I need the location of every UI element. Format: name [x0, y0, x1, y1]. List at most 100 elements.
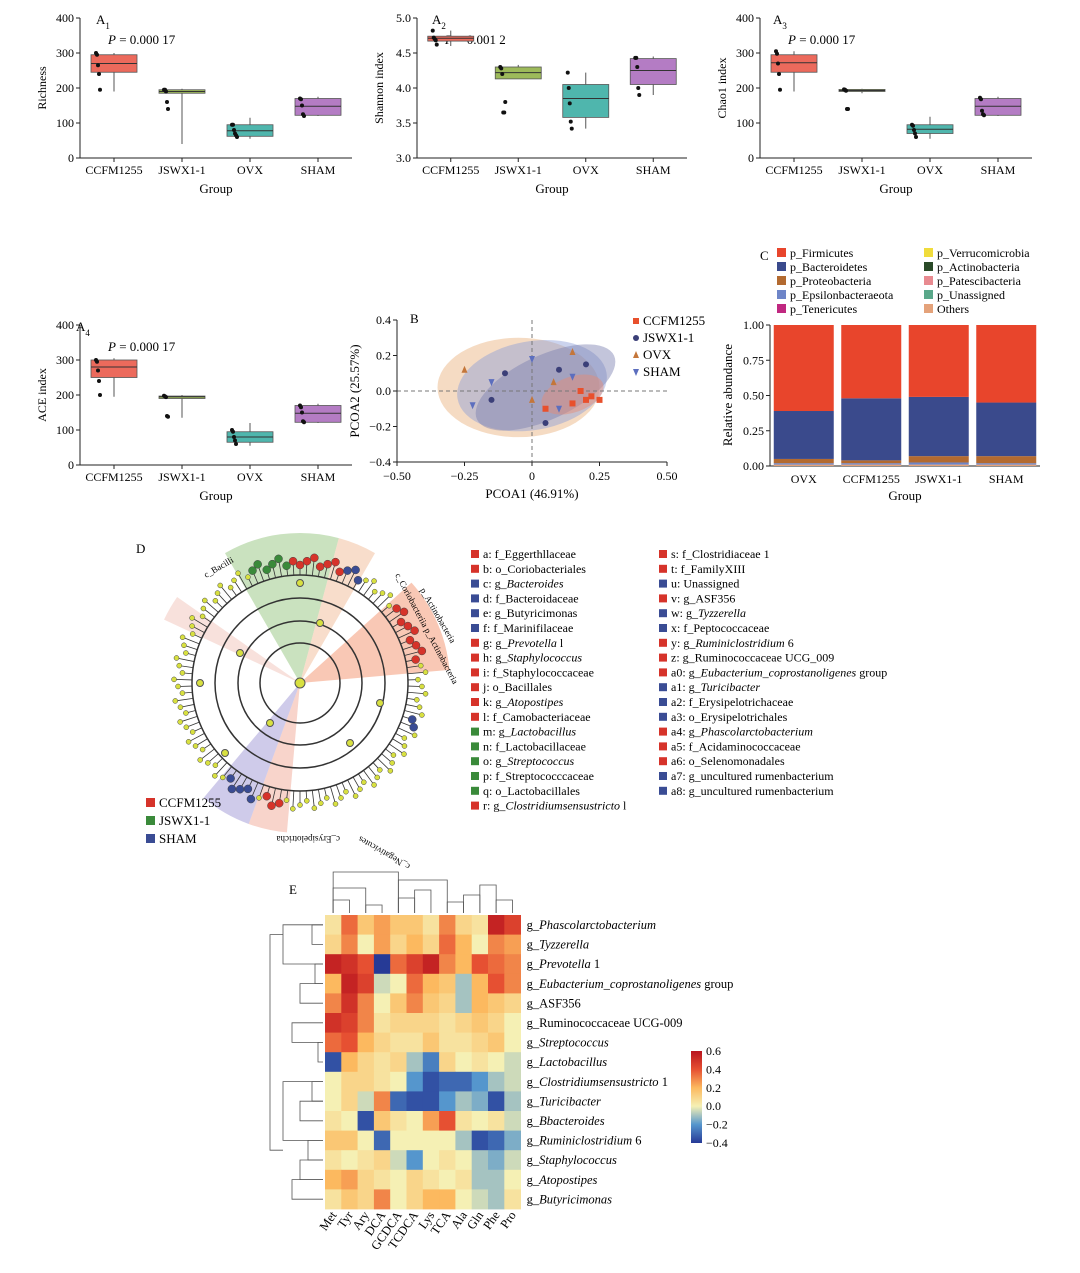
- heatmap-cell: [373, 1071, 391, 1092]
- heatmap-cell: [439, 1013, 456, 1033]
- heatmap-cell: [488, 1032, 505, 1053]
- bar-segment: [773, 411, 834, 459]
- heatmap-cell: [406, 1071, 424, 1092]
- clade-legend-swatch: [659, 712, 667, 721]
- bar-segment: [841, 460, 902, 464]
- heatmap-cell: [422, 1032, 440, 1053]
- marker-triangle: [569, 347, 576, 355]
- heatmap-cell: [504, 934, 521, 955]
- marker-square: [542, 405, 549, 412]
- marker-square: [569, 400, 576, 407]
- bar-segment: [773, 463, 834, 465]
- heatmap-cell: [422, 915, 440, 935]
- row-dendrogram-branch: [299, 983, 323, 1004]
- legend-label: p_Bacteroidetes: [790, 260, 868, 274]
- heatmap-cell: [373, 954, 391, 975]
- tree-leaf-node: [235, 570, 241, 577]
- clade-legend-label: e: g_Butyricimonas: [483, 606, 578, 620]
- tree-leaf-node: [205, 760, 211, 766]
- tree-inner-node: [221, 749, 229, 757]
- heatmap-cell: [357, 1111, 375, 1131]
- legend-label: p_Epsilonbacteraeota: [790, 288, 894, 302]
- heatmap-cell: [357, 1032, 375, 1053]
- legend-swatch: [777, 304, 786, 313]
- clade-legend-label: b: o_Coriobacteriales: [483, 562, 586, 576]
- tree-leaf-node: [363, 577, 369, 584]
- heatmap-cell: [504, 1091, 521, 1112]
- tree-leaf-node: [282, 561, 291, 571]
- heatmap-cell: [455, 1130, 473, 1151]
- data-point: [979, 97, 983, 102]
- clade-legend-label: n: f_Lactobacillaceae: [483, 739, 586, 753]
- heatmap-cell: [341, 1130, 358, 1151]
- heatmap-cell: [422, 1071, 440, 1092]
- tree-leaf-node: [343, 566, 352, 575]
- clade-legend-label: a1: g_Turicibacter: [671, 680, 760, 694]
- tree-leaf-node: [419, 712, 425, 718]
- marker-square: [577, 388, 584, 394]
- x-tick-label: SHAM: [301, 470, 336, 484]
- tree-leaf-node: [214, 590, 221, 596]
- clade-legend-swatch: [659, 579, 667, 588]
- heatmap-cell: [357, 1091, 375, 1112]
- data-point: [233, 438, 237, 443]
- heatmap-cell: [341, 1013, 358, 1033]
- heatmap-cell: [439, 1091, 456, 1112]
- tree-leaf-node: [311, 805, 318, 811]
- heatmap-cell: [439, 973, 456, 994]
- tree-branch: [404, 710, 422, 716]
- panel-b-pcoa: −0.50 −0.25 0 0.25 0.50 −0.4 −0.2 0.0 0.2 0.4 B PCO…: [347, 311, 705, 501]
- x-tick-label: CCFM1255: [422, 163, 479, 177]
- x-tick-label: OVX: [917, 163, 943, 177]
- heatmap-cell: [406, 1111, 424, 1131]
- tree-leaf-node: [262, 791, 272, 801]
- legend-label: SHAM: [643, 364, 681, 379]
- bar-segment: [976, 463, 1037, 465]
- tree-leaf-node: [179, 634, 186, 641]
- heatmap-cell: [341, 1052, 358, 1073]
- heatmap-cell: [325, 1189, 342, 1210]
- data-point: [914, 135, 918, 139]
- heatmap-cell: [373, 973, 391, 994]
- tree-leaf-node: [177, 719, 183, 725]
- heatmap-row-label: g_Tyzzerella: [527, 938, 590, 952]
- clade-legend-label: g: g_Prevotella l: [483, 636, 564, 650]
- heatmap-cell: [373, 1189, 391, 1210]
- heatmap-cell: [341, 1189, 358, 1210]
- y-tick-label: 5.0: [396, 11, 411, 25]
- row-dendrogram-branch: [269, 934, 283, 1151]
- data-point: [95, 52, 99, 57]
- clade-legend-swatch: [659, 653, 667, 662]
- bar-segment: [841, 325, 902, 399]
- tree-inner-node: [316, 619, 324, 627]
- data-point: [502, 110, 507, 115]
- tree-root-node: [294, 677, 306, 689]
- y-tick-label: 100: [56, 423, 74, 437]
- heatmap-cell: [504, 1111, 521, 1131]
- x-axis-label: Group: [888, 488, 921, 503]
- clade-legend-swatch: [659, 564, 667, 573]
- tree-leaf-node: [422, 669, 429, 675]
- tree-leaf-node: [283, 797, 290, 803]
- heatmap-cell: [325, 1071, 342, 1092]
- data-point: [300, 103, 304, 108]
- clade-legend-swatch: [659, 698, 667, 706]
- tree-leaf-node: [200, 605, 207, 612]
- tree-branch: [377, 757, 391, 772]
- clade-legend-label: w: g_Tyzzerella: [671, 606, 746, 620]
- heatmap-cell: [455, 1091, 473, 1112]
- heatmap-cell: [357, 993, 375, 1014]
- tree-leaf-node: [403, 621, 413, 631]
- colorbar-tick-label: 0.0: [706, 1099, 721, 1113]
- tree-leaf-node: [181, 642, 187, 649]
- clade-legend-label: u: Unassigned: [671, 577, 739, 591]
- heatmap-cell: [439, 1032, 456, 1053]
- clade-legend-swatch: [471, 579, 479, 588]
- legend-swatch: [924, 290, 933, 299]
- heatmap-cell: [488, 1013, 505, 1033]
- heatmap-cell: [504, 1032, 521, 1053]
- data-point: [299, 405, 303, 410]
- legend-label: Others: [937, 302, 969, 316]
- heatmap-cell: [439, 915, 456, 935]
